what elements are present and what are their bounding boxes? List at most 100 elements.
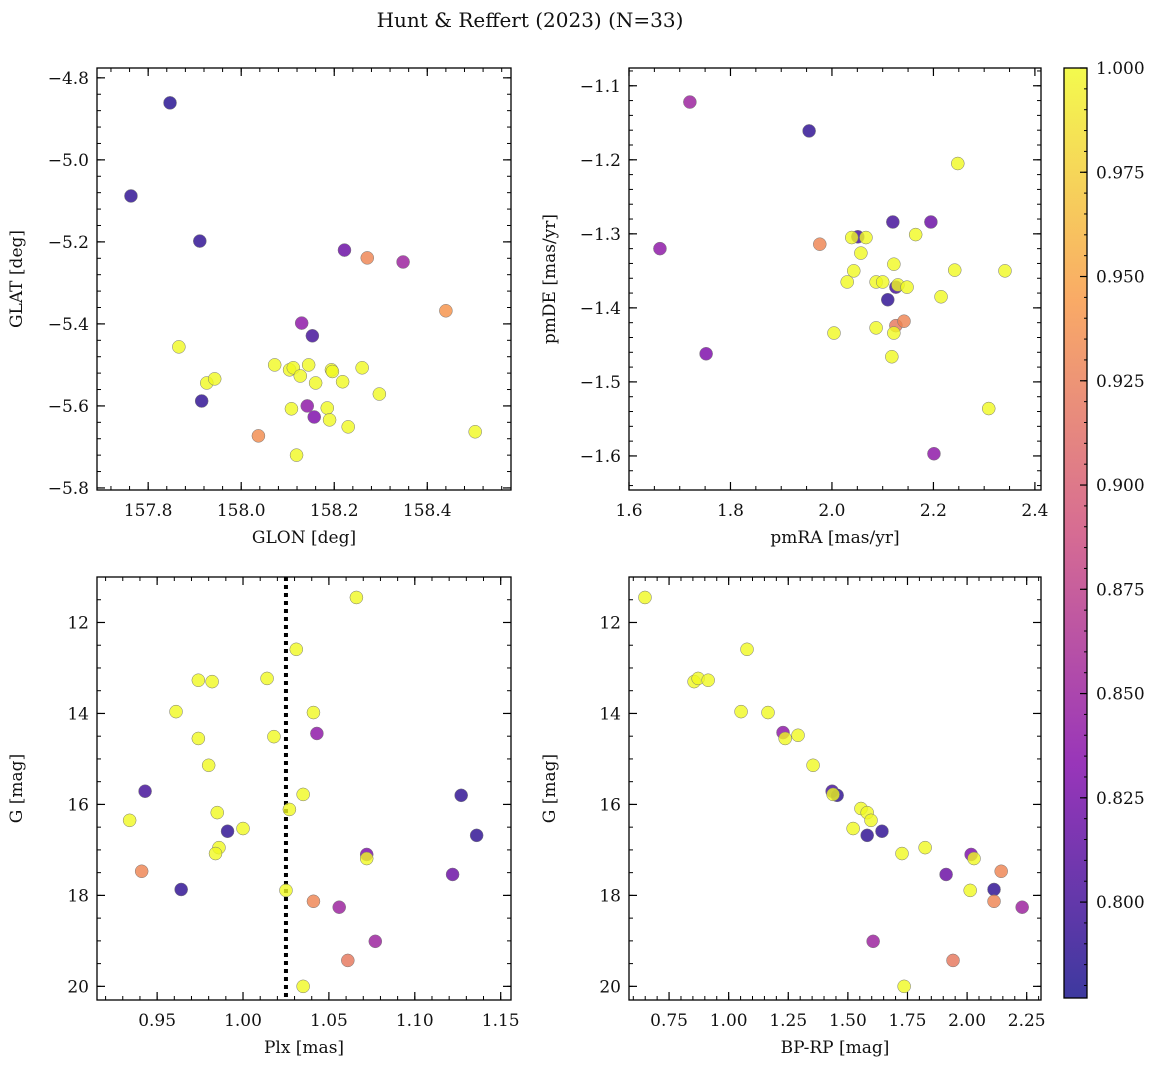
data-point bbox=[310, 726, 324, 741]
y-tick-label: −1.5 bbox=[580, 373, 621, 393]
colorbar-tick-label: 0.875 bbox=[1096, 580, 1145, 600]
data-point bbox=[740, 642, 754, 657]
data-point bbox=[918, 840, 932, 855]
x-tick-label: 1.00 bbox=[710, 1011, 748, 1031]
y-tick-label: −1.3 bbox=[580, 225, 621, 245]
data-point bbox=[951, 156, 965, 171]
data-point bbox=[967, 851, 981, 866]
data-point bbox=[1015, 900, 1029, 914]
data-point bbox=[191, 673, 206, 687]
data-point bbox=[947, 263, 962, 277]
y-tick-label: −1.6 bbox=[580, 447, 621, 467]
data-point bbox=[439, 304, 453, 318]
data-point bbox=[864, 813, 878, 828]
colorbar-tick-label: 0.825 bbox=[1096, 789, 1145, 809]
x-tick-label: 2.00 bbox=[948, 1011, 986, 1031]
data-point bbox=[122, 813, 137, 828]
y-tick-label: −1.2 bbox=[580, 151, 621, 171]
colorbar-tick-label: 0.950 bbox=[1096, 268, 1145, 288]
y-tick-label: −5.6 bbox=[48, 397, 89, 417]
data-point bbox=[169, 704, 183, 719]
data-point bbox=[869, 321, 883, 335]
figure-title: Hunt & Reffert (2023) (N=33) bbox=[377, 8, 684, 32]
data-point bbox=[987, 894, 1001, 909]
data-point bbox=[205, 674, 219, 689]
data-point bbox=[866, 934, 880, 949]
data-point bbox=[296, 787, 310, 802]
data-point bbox=[172, 340, 186, 354]
data-point bbox=[236, 821, 250, 836]
x-tick-label: 2.4 bbox=[1021, 501, 1048, 521]
data-point bbox=[846, 821, 860, 836]
data-point bbox=[827, 326, 841, 340]
y-tick-label: 14 bbox=[599, 704, 621, 724]
y-axis-label: G [mag] bbox=[540, 754, 560, 823]
data-point bbox=[267, 729, 281, 744]
data-point bbox=[638, 590, 652, 605]
x-tick-label: 2.25 bbox=[1008, 1011, 1046, 1031]
data-point bbox=[359, 851, 374, 866]
x-tick-label: 0.75 bbox=[650, 1011, 688, 1031]
colorbar-frame bbox=[1063, 67, 1088, 999]
data-point bbox=[307, 410, 321, 424]
data-point bbox=[134, 864, 149, 879]
y-tick-label: −5.4 bbox=[48, 315, 89, 335]
data-point bbox=[293, 369, 308, 383]
data-point bbox=[289, 448, 304, 462]
data-point bbox=[306, 894, 321, 909]
subplot-4: 0.75 1.00 1.25 1.50 1.75 2.00 2.25 12 14 16 18 20 BP… bbox=[540, 576, 1046, 1058]
data-point bbox=[683, 95, 697, 109]
data-point bbox=[895, 846, 909, 861]
colorbar-tick-label: 0.925 bbox=[1096, 372, 1145, 392]
colorbar-tick-label: 0.900 bbox=[1096, 476, 1145, 496]
data-point bbox=[320, 401, 335, 415]
data-point bbox=[124, 189, 138, 203]
y-tick-label: −4.8 bbox=[48, 69, 89, 89]
data-point bbox=[174, 882, 188, 897]
data-point bbox=[372, 387, 387, 401]
data-point bbox=[308, 376, 323, 390]
data-point bbox=[886, 215, 900, 229]
data-point bbox=[981, 401, 996, 416]
data-point bbox=[300, 399, 315, 413]
data-point bbox=[885, 349, 899, 364]
data-point bbox=[847, 264, 861, 278]
x-tick-label: 158.4 bbox=[403, 501, 452, 521]
data-point bbox=[335, 374, 350, 389]
data-point bbox=[778, 731, 792, 746]
data-point bbox=[279, 883, 293, 898]
data-point bbox=[854, 246, 868, 260]
x-tick-label: 1.50 bbox=[829, 1011, 867, 1031]
y-tick-label: 12 bbox=[67, 613, 89, 633]
data-point bbox=[844, 230, 859, 245]
data-point bbox=[194, 394, 209, 408]
y-tick-label: 20 bbox=[67, 977, 89, 997]
data-point bbox=[701, 673, 715, 687]
data-point bbox=[791, 728, 805, 743]
y-tick-label: 20 bbox=[599, 977, 621, 997]
data-point bbox=[927, 446, 941, 461]
subplot-1: 157.8 158.0 158.2 158.4 −5.8 −5.6 −5.4 −5.2 −5.0… bbox=[7, 67, 512, 548]
x-tick-label: 158.0 bbox=[217, 501, 266, 521]
x-tick-label: 0.95 bbox=[138, 1011, 176, 1031]
data-point bbox=[946, 953, 960, 968]
y-tick-label: −1.4 bbox=[580, 299, 621, 319]
data-point bbox=[900, 280, 914, 294]
y-tick-label: 18 bbox=[599, 886, 621, 906]
data-point bbox=[210, 805, 224, 820]
x-axis-label: Plx [mas] bbox=[264, 1038, 344, 1058]
data-point bbox=[260, 671, 274, 686]
data-point bbox=[341, 953, 355, 968]
data-point bbox=[998, 264, 1012, 278]
data-point bbox=[897, 314, 911, 328]
y-tick-label: 14 bbox=[67, 704, 89, 724]
x-tick-label: 2.2 bbox=[920, 501, 947, 521]
data-point bbox=[301, 358, 316, 372]
data-point bbox=[887, 257, 901, 271]
data-point bbox=[251, 429, 266, 443]
data-point bbox=[208, 846, 223, 861]
data-point bbox=[859, 230, 873, 245]
subplot-2: 1.6 1.8 2.0 2.2 2.4 −1.6 −1.5 −1.4 −1.3 −1.2 −1.1 p… bbox=[540, 67, 1048, 548]
x-tick-label: 1.6 bbox=[615, 501, 642, 521]
